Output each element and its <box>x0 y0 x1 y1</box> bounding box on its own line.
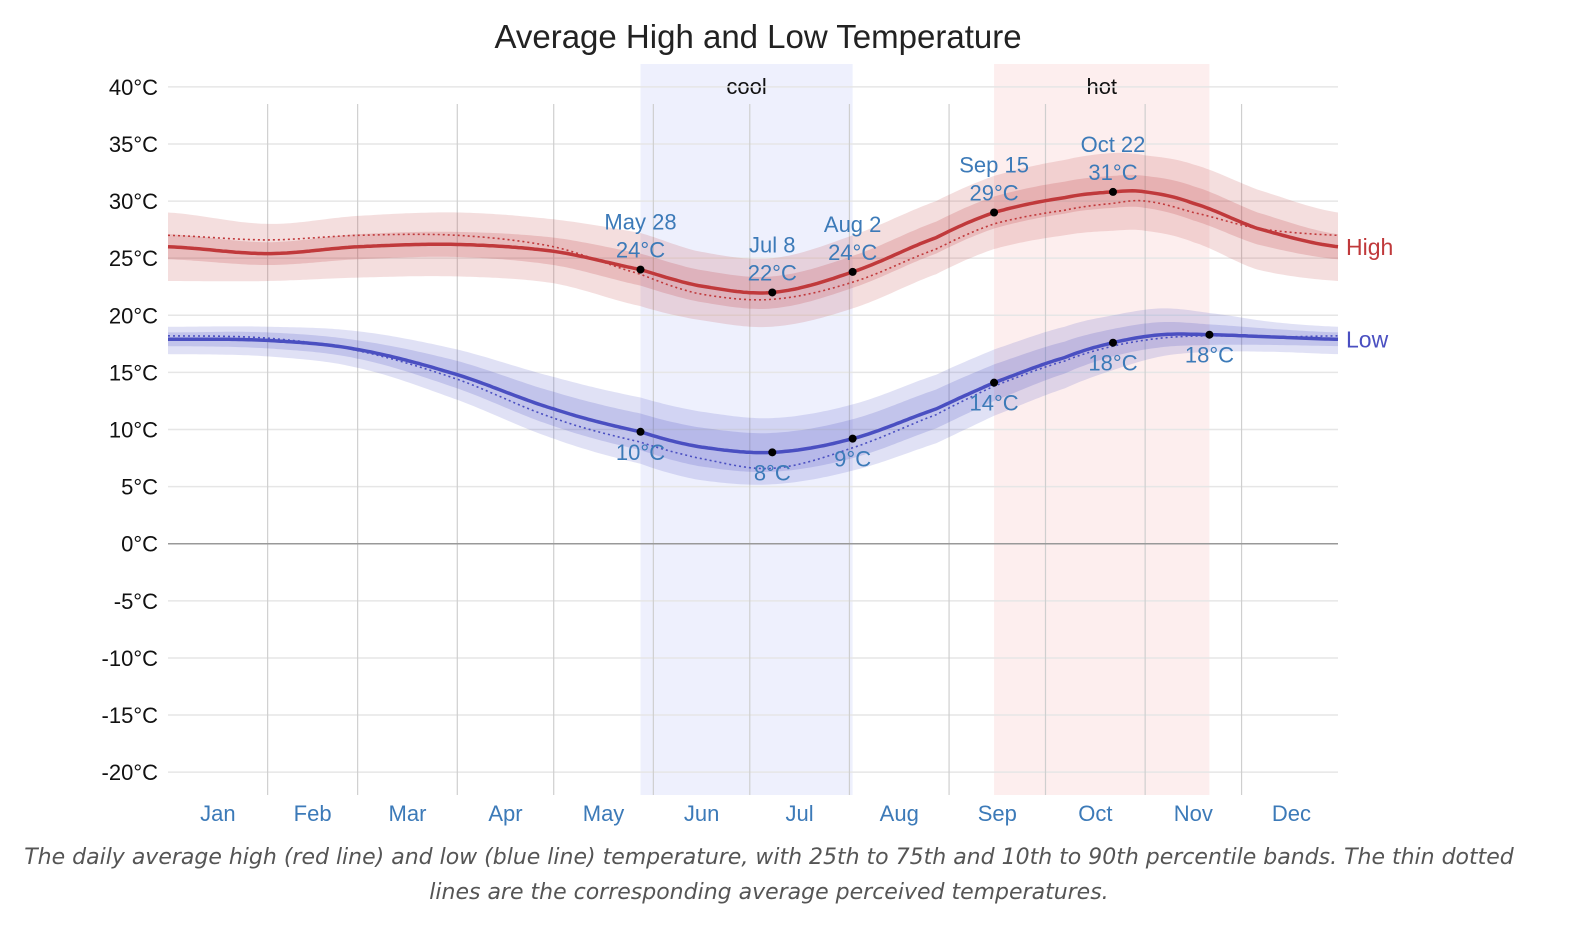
y-tick-label: -15°C <box>102 703 159 728</box>
high-annotation-value: 22°C <box>748 260 797 285</box>
low-annotation-point <box>990 378 999 387</box>
low-band-10-90 <box>168 308 1338 485</box>
y-axis-ticks: 40°C 35°C 30°C 25°C 20°C 15°C 10°C 5°C 0°C -5°C -1… <box>102 75 159 785</box>
low-annotation-point <box>848 434 857 443</box>
y-tick-label: -20°C <box>102 760 159 785</box>
low-annotation-value: 9°C <box>834 447 871 472</box>
low-annotation-value: 14°C <box>969 391 1018 416</box>
x-month-label: Mar <box>389 801 427 826</box>
x-month-label: Sep <box>978 801 1017 826</box>
high-annotation-point <box>848 267 857 276</box>
y-tick-label: 0°C <box>121 532 158 557</box>
x-month-label: Jan <box>200 801 235 826</box>
low-annotation-point <box>636 427 645 436</box>
high-annotation-date: Sep 15 <box>959 152 1029 177</box>
high-annotation-point <box>768 288 777 297</box>
high-annotation-point <box>990 208 999 217</box>
low-annotation-value: 10°C <box>616 440 665 465</box>
high-annotation-date: May 28 <box>604 210 676 235</box>
y-tick-label: 20°C <box>109 303 158 328</box>
y-tick-label: 5°C <box>121 475 158 500</box>
high-annotation-date: Aug 2 <box>824 212 882 237</box>
high-perceived-line <box>167 199 1339 301</box>
high-series-line <box>167 189 1339 295</box>
legend-high: High <box>1346 234 1393 260</box>
legend-low: Low <box>1346 326 1389 352</box>
low-annotation-value: 18°C <box>1185 343 1234 368</box>
legend: High Low <box>1346 234 1393 353</box>
high-band-10-90 <box>168 152 1338 328</box>
y-tick-label: 15°C <box>109 360 158 385</box>
x-axis-month-labels: Jan Feb Mar Apr May Jun Jul Aug Sep Oct Nov Dec <box>200 801 1311 826</box>
y-tick-label: 30°C <box>109 189 158 214</box>
low-annotation-value: 8°C <box>754 460 791 485</box>
chart-caption: The daily average high (red line) and lo… <box>24 845 1514 905</box>
x-month-label: Apr <box>488 801 522 826</box>
high-annotation-point <box>1109 187 1117 196</box>
chart-title: Average High and Low Temperature <box>494 18 1021 55</box>
x-month-label: Oct <box>1078 801 1112 826</box>
x-month-label: Aug <box>880 801 919 826</box>
high-annotation-value: 29°C <box>969 180 1018 205</box>
low-annotation-point <box>768 448 777 457</box>
temperature-chart: cool hot 40°C35°C30°C25°C20°C15°C10°C5°C0… <box>102 18 1394 826</box>
low-annotation-value: 18°C <box>1088 351 1137 376</box>
y-tick-label: -10°C <box>102 646 159 671</box>
grid <box>168 86 1338 795</box>
y-tick-label: 35°C <box>109 132 158 157</box>
x-month-label: Dec <box>1272 801 1311 826</box>
x-month-label: May <box>583 801 625 826</box>
high-band-25-75 <box>168 174 1338 309</box>
low-band-25-75 <box>168 322 1338 472</box>
high-annotation-date: Oct 22 <box>1081 132 1146 157</box>
high-annotation-point <box>636 265 645 274</box>
y-tick-label: 40°C <box>109 75 158 100</box>
high-annotation-date: Jul 8 <box>749 232 795 257</box>
y-tick-label: -5°C <box>114 589 158 614</box>
high-annotation-value: 31°C <box>1088 160 1137 185</box>
percentile-bands <box>168 152 1338 485</box>
low-annotation-point <box>1205 330 1214 339</box>
x-month-label: Nov <box>1174 801 1213 826</box>
y-tick-label: 10°C <box>109 418 158 443</box>
low-series-line <box>168 332 1339 455</box>
high-annotation-value: 24°C <box>616 238 665 263</box>
low-annotation-point <box>1109 338 1117 347</box>
x-month-label: Feb <box>294 801 332 826</box>
annotations: 24°C May 28 22°C Jul 8 24°C Aug 2 29°C Sep 15 31… <box>604 132 1234 485</box>
x-month-label: Jun <box>684 801 719 826</box>
series-lines <box>167 189 1339 470</box>
y-tick-label: 25°C <box>109 246 158 271</box>
high-annotation-value: 24°C <box>828 240 877 265</box>
x-month-label: Jul <box>786 801 814 826</box>
